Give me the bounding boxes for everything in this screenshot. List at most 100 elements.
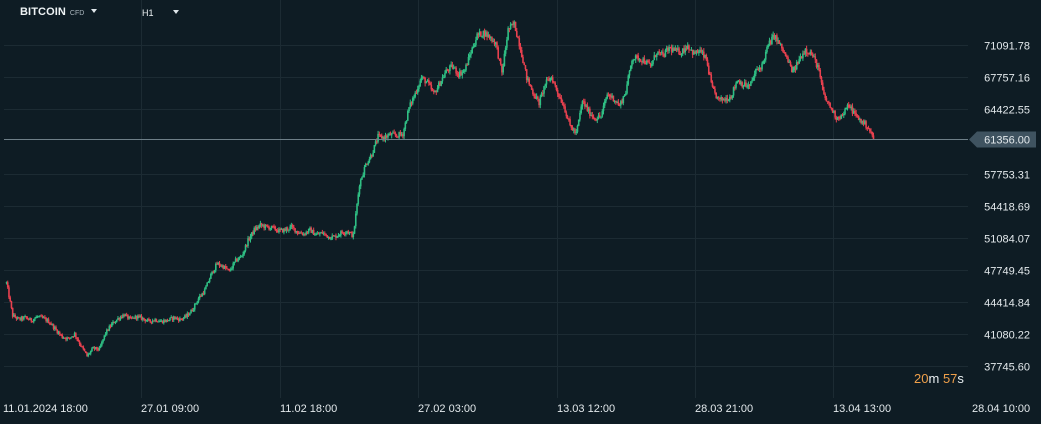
candle-body <box>92 346 94 349</box>
candle <box>482 30 485 39</box>
candle-body <box>356 203 358 214</box>
candle <box>110 321 113 328</box>
candle-body <box>341 231 343 233</box>
candle <box>409 99 412 109</box>
candle-body <box>617 102 620 106</box>
candle <box>114 321 117 325</box>
candle-body <box>242 254 244 257</box>
candle-body <box>284 228 286 231</box>
candle <box>725 95 727 104</box>
candle-body <box>288 229 290 231</box>
candle-body <box>577 119 580 126</box>
candle <box>247 235 249 249</box>
candle-body <box>421 77 424 79</box>
candle-body <box>579 112 581 120</box>
countdown-minutes-unit: m <box>928 371 940 386</box>
candle-body <box>253 228 256 234</box>
candle-body <box>170 316 173 318</box>
candle-body <box>454 67 456 69</box>
candle <box>825 95 828 102</box>
candle-body <box>814 56 817 60</box>
candle <box>120 315 123 319</box>
candle <box>319 231 321 237</box>
candle <box>841 113 844 117</box>
candle-body <box>542 93 544 95</box>
candle-body <box>819 69 822 78</box>
candle <box>347 229 350 235</box>
candle-body <box>234 258 237 262</box>
candle <box>76 337 78 342</box>
candle <box>11 307 14 319</box>
candle-body <box>795 62 798 70</box>
candle-body <box>335 235 337 238</box>
candle <box>5 281 8 285</box>
candle-body <box>514 21 517 31</box>
candle-body <box>78 341 81 345</box>
candle-body <box>118 318 121 320</box>
candle <box>210 272 212 279</box>
candle-body <box>101 341 103 346</box>
candle <box>107 329 109 332</box>
candle-body <box>352 233 355 237</box>
candle <box>221 264 223 268</box>
candle-body <box>590 115 592 117</box>
candle <box>457 71 460 79</box>
candle <box>731 95 734 100</box>
candle <box>648 59 651 64</box>
candle <box>865 120 867 130</box>
candle-body <box>87 353 90 357</box>
candle-body <box>351 232 353 237</box>
candle <box>833 110 835 114</box>
candle-body <box>200 295 202 297</box>
candle-body <box>537 96 539 99</box>
candle <box>813 53 815 58</box>
candle-body <box>154 319 156 321</box>
candle <box>620 99 622 109</box>
symbol-selector[interactable]: BITCOIN CFD <box>20 6 98 18</box>
candle <box>78 340 81 347</box>
time-axis[interactable]: 11.01.2024 18:00 27.01 09:00 11.02 18:00 27… <box>3 403 1030 415</box>
candle <box>527 76 529 82</box>
chevron-down-icon <box>172 10 179 14</box>
candle <box>378 131 381 138</box>
candle-body <box>628 70 631 76</box>
candle-body <box>615 101 617 103</box>
candle-body <box>673 48 675 51</box>
candle <box>617 99 620 106</box>
candle-body <box>399 132 402 135</box>
candle-body <box>492 40 495 42</box>
candle-body <box>279 229 282 231</box>
candle <box>629 65 632 72</box>
candle-body <box>564 106 566 113</box>
candle <box>764 49 767 63</box>
candle-body <box>839 118 841 120</box>
candle-body <box>102 339 104 342</box>
candle <box>106 328 108 336</box>
candle-body <box>647 60 649 63</box>
candle-body <box>291 225 294 227</box>
candle <box>793 65 796 73</box>
candle-body <box>864 121 866 125</box>
candle-body <box>233 261 236 264</box>
candle <box>511 23 513 26</box>
candle-body <box>439 82 441 86</box>
candle-body <box>575 131 578 133</box>
candle-body <box>769 40 772 44</box>
candle <box>437 80 440 90</box>
price-axis[interactable]: 71091.78 67757.16 64422.55 61356.00 57753.31… <box>969 41 1036 374</box>
candle <box>658 49 661 56</box>
candle-body <box>654 55 657 57</box>
candle <box>294 228 296 234</box>
candle <box>459 68 461 79</box>
candle-body <box>636 55 638 57</box>
candle <box>383 135 386 142</box>
candle-body <box>413 96 415 99</box>
candle-body <box>382 137 384 139</box>
candle-body <box>138 315 140 317</box>
candle-body <box>363 167 366 175</box>
candle-body <box>294 228 296 233</box>
candle-body <box>357 194 360 204</box>
symbol-name: BITCOIN <box>20 6 66 18</box>
timeframe-selector[interactable]: H1 <box>142 8 179 18</box>
